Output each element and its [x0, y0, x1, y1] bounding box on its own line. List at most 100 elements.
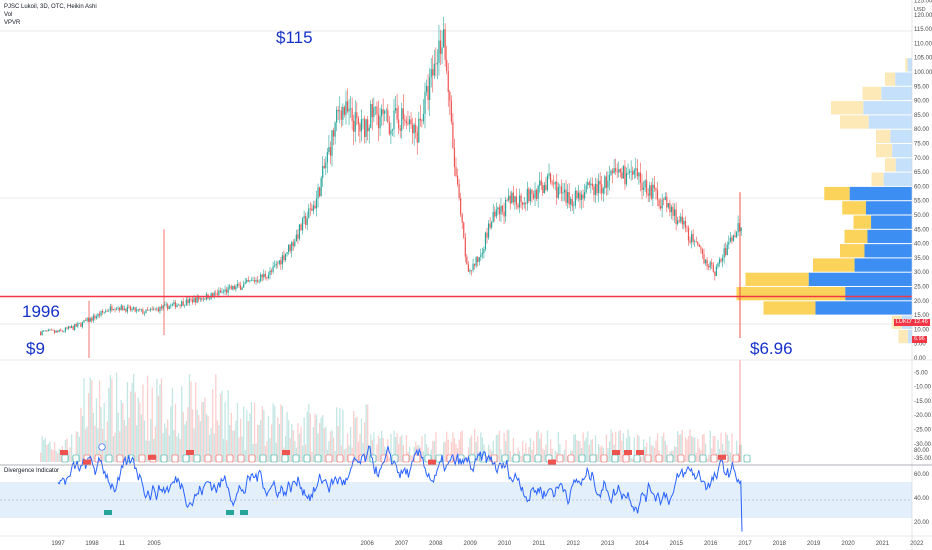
candle-body [601, 184, 603, 194]
volume-bar [77, 431, 79, 462]
volume-bar [706, 458, 708, 462]
volume-bar [559, 444, 561, 462]
volume-bar [709, 430, 711, 462]
volume-bar [320, 417, 322, 462]
candle-body [148, 309, 150, 311]
candle-body [368, 127, 370, 132]
volume-bar [115, 372, 118, 462]
candle-body [520, 195, 522, 203]
volume-bar [652, 445, 654, 462]
candle-body [450, 100, 452, 122]
volume-bar [288, 420, 290, 462]
volume-bar [500, 449, 502, 462]
volume-bar [498, 430, 501, 462]
candle-body [267, 274, 270, 279]
candle-body [168, 306, 170, 310]
candle-body [474, 263, 476, 266]
volume-bar [677, 431, 679, 462]
price-tick-label: 25.00 [914, 285, 930, 291]
volume-bar [646, 442, 648, 462]
volume-bar [398, 444, 400, 462]
volume-bar [704, 443, 707, 462]
candle-body [319, 187, 321, 197]
candle-body [708, 266, 710, 268]
candle-body [213, 292, 215, 296]
price-axis: 125.00 120.00 115.00 110.00 105.00 100.00 95.0… [914, 0, 932, 462]
candle-body [67, 326, 70, 329]
volume-bar [305, 444, 307, 462]
candle-body [185, 299, 187, 306]
candle-body [664, 196, 666, 200]
bear-signal-label [186, 450, 194, 455]
volume-bar [260, 420, 262, 462]
volume-bar [474, 429, 476, 462]
candle-body [272, 266, 274, 272]
candle-body [346, 101, 349, 112]
candle-body [726, 244, 728, 256]
volume-bar [470, 435, 473, 462]
volume-bar [701, 434, 704, 462]
volume-bar [92, 412, 94, 462]
candle-body [678, 220, 680, 222]
volume-bar [610, 429, 612, 462]
candle-body [312, 205, 314, 211]
event-marker [556, 454, 564, 463]
candle-body [92, 315, 94, 321]
event-marker [677, 454, 685, 463]
event-marker [171, 454, 179, 463]
candle-body [477, 257, 479, 262]
candle-body [563, 189, 566, 193]
bear-signal-label [718, 454, 726, 460]
candle-body [292, 242, 294, 247]
candle-body [354, 112, 356, 132]
oscillator-tick-label: 60.00 [914, 472, 930, 478]
volume-bar [641, 456, 643, 462]
candle-body [164, 304, 166, 306]
volume-bar [319, 423, 321, 462]
candle-body [224, 289, 226, 292]
volume-bar [680, 433, 682, 462]
volume-bar [277, 417, 279, 462]
event-marker [391, 454, 399, 463]
event-marker [292, 454, 300, 463]
candle-body [258, 281, 260, 282]
candle-body [641, 182, 643, 190]
candle-body [715, 266, 717, 276]
volume-bar [247, 421, 249, 462]
volume-bar [467, 447, 470, 462]
volume-bar [235, 420, 237, 462]
volume-bar [266, 440, 268, 462]
candle-body [150, 308, 152, 310]
candle-body [58, 329, 60, 332]
volume-bar [224, 402, 226, 462]
candle-body [615, 168, 617, 172]
time-tick-label: 2014 [635, 541, 649, 547]
bear-signal-label [282, 450, 290, 455]
candle-body [311, 208, 313, 211]
volume-bar [219, 394, 222, 462]
candle-body [591, 183, 593, 187]
time-tick-label: 2010 [498, 541, 512, 547]
candle-body [549, 173, 552, 182]
volume-bar [655, 440, 657, 462]
candle-body [134, 307, 136, 312]
volume-bar [83, 378, 85, 462]
volume-bar [157, 395, 160, 462]
volume-bar [171, 388, 174, 462]
event-marker [237, 454, 245, 463]
candle-body [126, 306, 128, 312]
candle-body [526, 188, 528, 204]
candle-body [517, 205, 519, 208]
volume-bar [546, 430, 549, 462]
candle-body [537, 185, 539, 199]
volume-bar [187, 407, 189, 462]
price-tick-label: 105.00 [914, 56, 932, 62]
candle-body [91, 318, 93, 321]
event-marker [633, 454, 641, 463]
price-tick-label: 70.00 [914, 156, 930, 162]
volume-bar [601, 445, 603, 462]
volume-bar [49, 441, 51, 462]
volume-bar [725, 432, 727, 462]
candle-body [83, 320, 85, 323]
